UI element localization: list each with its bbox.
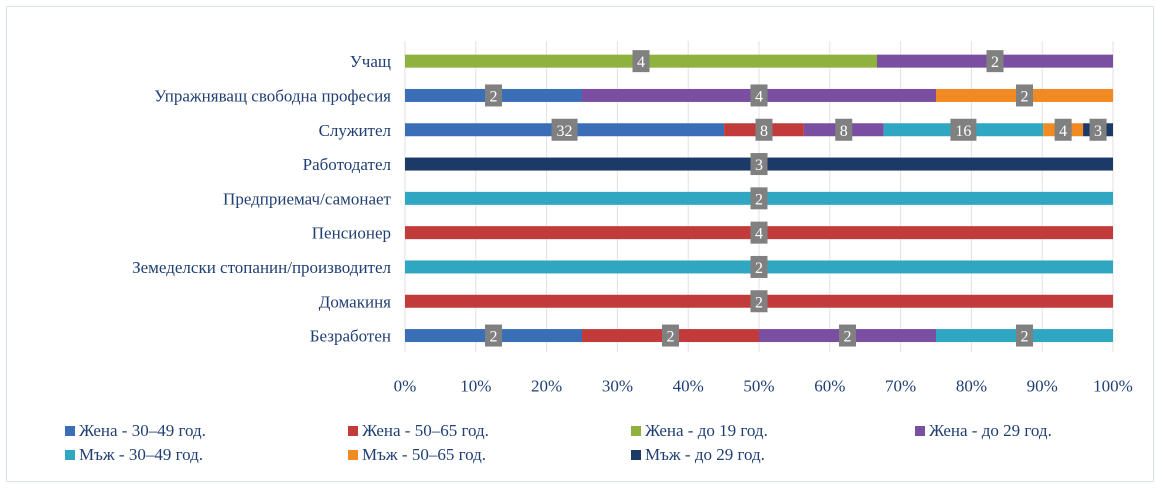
data-label: 4 [755,88,763,105]
legend-swatch [65,450,75,460]
category-label: Земеделски стопанин/производител [132,258,391,277]
x-tick-label: 90% [1027,377,1058,396]
x-tick-label: 0% [394,377,417,396]
legend-item: Мъж - до 29 год. [631,445,765,465]
category-label: Учащ [350,52,391,71]
data-label-box [950,118,977,141]
legend: Жена - 30–49 год. Жена - 50–65 год. Жена -… [65,421,1125,481]
data-label: 3 [1094,123,1102,140]
data-label: 32 [557,123,573,140]
x-tick-label: 10% [460,377,491,396]
data-label-box [1016,84,1033,107]
legend-swatch [348,450,358,460]
legend-swatch [65,426,75,436]
stacked-bar-chart: 0% 10% 20% 30% 40% 50% 60% 70% 80% 90% 100% Учащ 4 2 У… [132,41,1133,396]
data-label-box [750,255,768,278]
data-label: 2 [844,329,852,346]
data-label-box [485,324,502,347]
data-label: 2 [991,54,999,71]
x-tick-label: 80% [956,377,987,396]
data-label: 4 [637,54,645,71]
category-label: Безработен [310,327,391,346]
legend-label: Жена - 50–65 год. [362,421,489,440]
data-label-box [1016,324,1033,347]
category-label: Пенсионер [312,224,391,243]
data-label-box [835,118,853,141]
data-label-box [750,221,768,244]
data-label-box [750,84,768,107]
category-label: Домакиня [319,292,391,311]
data-label: 2 [1021,329,1029,346]
data-label: 2 [490,329,498,346]
legend-item: Мъж - 50–65 год. [348,445,486,465]
legend-item: Жена - до 19 год. [631,421,768,441]
x-tick-label: 50% [743,377,774,396]
data-label-box [1054,118,1072,141]
data-label: 2 [755,294,763,311]
data-label-box [986,50,1004,73]
legend-label: Мъж - до 29 год. [645,445,765,464]
data-label: 8 [760,123,768,140]
legend-label: Жена - до 19 год. [645,421,768,440]
legend-swatch [631,426,641,436]
category-label: Упражняващ свободна професия [154,86,391,105]
x-tick-label: 30% [602,377,633,396]
data-label: 3 [755,157,763,174]
data-label-box [750,153,768,176]
data-label-box [485,84,502,107]
x-tick-label: 100% [1093,377,1133,396]
data-label: 16 [955,123,971,140]
data-label-box [662,324,679,347]
data-label-box [750,290,768,313]
legend-label: Мъж - 50–65 год. [362,445,487,464]
data-label: 2 [755,191,763,208]
x-tick-label: 40% [673,377,704,396]
chart-frame: 0% 10% 20% 30% 40% 50% 60% 70% 80% 90% 100% Учащ 4 2 У… [6,6,1154,482]
data-label-box [839,324,856,347]
legend-item: Жена - до 29 год. [915,421,1052,441]
x-tick-label: 60% [814,377,845,396]
legend-label: Жена - 30–49 год. [79,421,206,440]
data-label-box [1089,118,1107,141]
data-label: 4 [755,226,763,243]
data-label-box [750,187,768,210]
data-label: 2 [667,329,675,346]
legend-swatch [631,450,641,460]
category-label: Предприемач/самонает [223,189,392,208]
data-label: 8 [840,123,848,140]
data-label-box [632,50,650,73]
legend-item: Жена - 30–49 год. [65,421,206,441]
x-tick-label: 20% [531,377,562,396]
data-label-box [551,118,578,141]
category-label: Работодател [303,155,392,174]
data-label: 4 [1059,123,1067,140]
legend-item: Мъж - 30–49 год. [65,445,203,465]
legend-swatch [348,426,358,436]
legend-swatch [915,426,925,436]
legend-label: Жена - до 29 год. [929,421,1052,440]
legend-item: Жена - 50–65 год. [348,421,489,441]
legend-label: Мъж - 30–49 год. [79,445,204,464]
data-label-box [755,118,773,141]
data-label: 2 [1021,88,1029,105]
x-tick-label: 70% [885,377,916,396]
category-label: Служител [319,121,392,140]
data-label: 2 [755,260,763,277]
data-label: 2 [490,88,498,105]
